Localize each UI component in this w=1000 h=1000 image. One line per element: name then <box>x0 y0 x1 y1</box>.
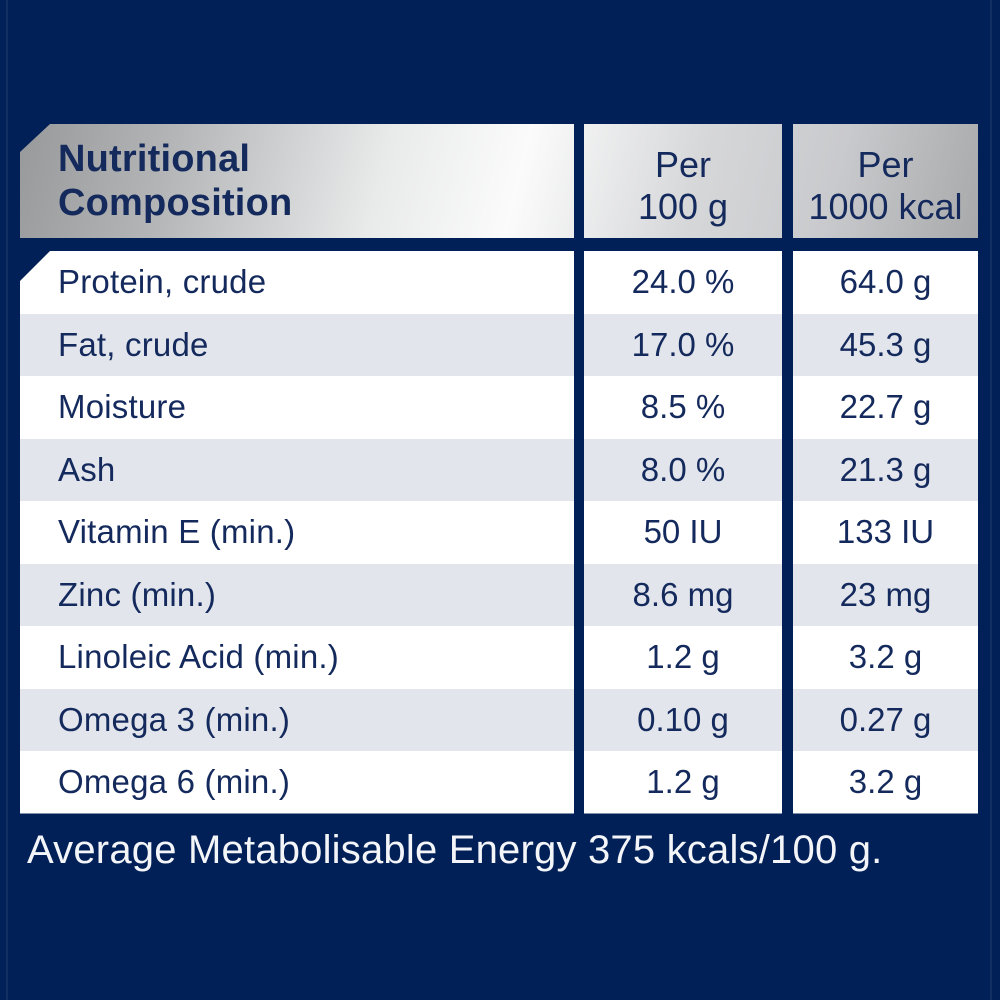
table-row: Linoleic Acid (min.) 1.2 g 3.2 g <box>20 626 978 689</box>
table-row: Ash 8.0 % 21.3 g <box>20 438 978 501</box>
table-row: Moisture 8.5 % 22.7 g <box>20 376 978 439</box>
table-body: Protein, crude 24.0 % 64.0 g Fat, crude … <box>20 251 978 814</box>
column-divider <box>574 313 584 376</box>
column-divider <box>782 626 793 689</box>
table-row: Protein, crude 24.0 % 64.0 g <box>20 251 978 314</box>
table-title: Nutritional Composition <box>58 138 293 224</box>
per-1000kcal-value: 3.2 g <box>848 763 923 801</box>
column-divider <box>782 438 793 501</box>
column-divider <box>574 563 584 626</box>
per-1000kcal-value: 23 mg <box>839 575 932 613</box>
nutrient-label: Moisture <box>58 388 187 426</box>
column-divider <box>574 626 584 689</box>
energy-note: Average Metabolisable Energy 375 kcals/1… <box>27 828 883 872</box>
column-divider <box>782 313 793 376</box>
per-100g-value: 50 IU <box>643 513 723 551</box>
nutrient-label: Fat, crude <box>58 325 209 363</box>
nutrient-label: Omega 6 (min.) <box>58 763 291 801</box>
table-row: Fat, crude 17.0 % 45.3 g <box>20 313 978 376</box>
table-row: Omega 3 (min.) 0.10 g 0.27 g <box>20 688 978 751</box>
per-1000kcal-value: 3.2 g <box>848 638 923 676</box>
nutrient-label: Omega 3 (min.) <box>58 700 291 738</box>
nutrient-label: Protein, crude <box>58 263 267 301</box>
column-divider <box>782 251 793 314</box>
per-100g-value: 8.0 % <box>640 450 726 488</box>
per-100g-value: 8.5 % <box>640 388 726 426</box>
column-divider <box>574 251 584 314</box>
per-1000kcal-value: 22.7 g <box>839 388 932 426</box>
per-100g-value: 1.2 g <box>646 763 720 801</box>
column-divider <box>574 751 584 814</box>
column-divider <box>574 124 584 238</box>
per-1000kcal-value: 64.0 g <box>839 263 932 301</box>
nutrient-label: Ash <box>58 450 116 488</box>
column-divider <box>782 376 793 439</box>
per-100g-value: 8.6 mg <box>632 575 734 613</box>
per-1000kcal-value: 21.3 g <box>839 450 932 488</box>
column-divider <box>782 688 793 751</box>
nutrient-label: Vitamin E (min.) <box>58 513 296 551</box>
column-divider <box>574 501 584 564</box>
column-divider <box>782 124 793 238</box>
column-divider <box>574 376 584 439</box>
per-100g-value: 1.2 g <box>646 638 720 676</box>
nutrition-table: Nutritional Composition Per 100 g Per 10… <box>20 124 978 814</box>
table-header-row: Nutritional Composition Per 100 g Per 10… <box>20 124 978 238</box>
header-col-per-1000kcal: Per 1000 kcal <box>808 144 963 227</box>
header-title-cell: Nutritional Composition <box>20 124 574 238</box>
column-divider <box>782 563 793 626</box>
per-100g-value: 17.0 % <box>631 325 735 363</box>
per-100g-value: 24.0 % <box>631 263 735 301</box>
column-divider <box>574 438 584 501</box>
table-row: Vitamin E (min.) 50 IU 133 IU <box>20 501 978 564</box>
nutrient-label: Linoleic Acid (min.) <box>58 638 339 676</box>
column-divider <box>782 501 793 564</box>
column-divider <box>782 751 793 814</box>
table-row: Omega 6 (min.) 1.2 g 3.2 g <box>20 751 978 814</box>
nutrient-label: Zinc (min.) <box>58 575 217 613</box>
per-1000kcal-value: 133 IU <box>836 513 935 551</box>
table-row: Zinc (min.) 8.6 mg 23 mg <box>20 563 978 626</box>
per-1000kcal-value: 0.27 g <box>839 700 932 738</box>
header-col-per-100g: Per 100 g <box>637 144 729 227</box>
per-100g-value: 0.10 g <box>637 700 729 738</box>
column-divider <box>574 688 584 751</box>
per-1000kcal-value: 45.3 g <box>839 325 932 363</box>
